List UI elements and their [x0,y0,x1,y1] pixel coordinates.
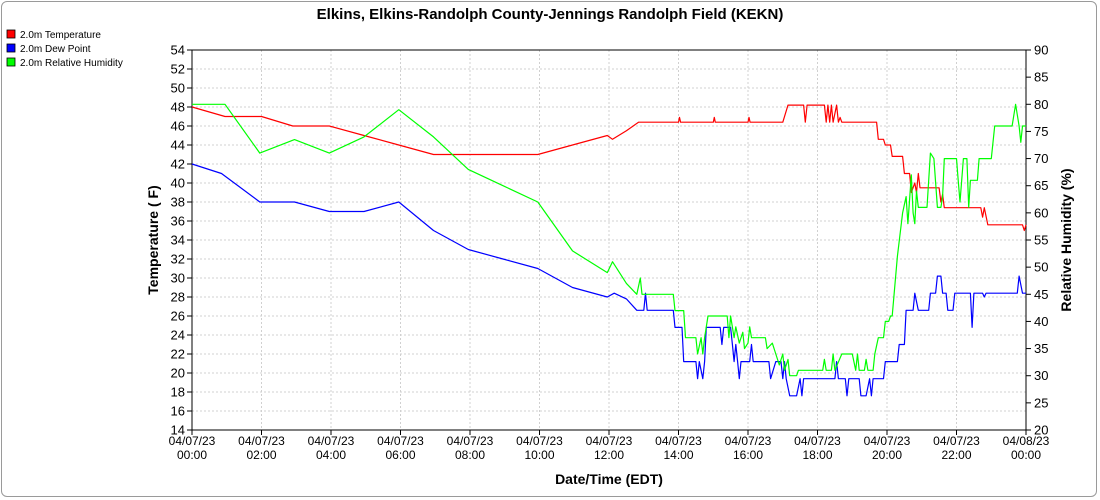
left-tick-label: 54 [171,43,185,58]
chart-title: Elkins, Elkins-Randolph County-Jennings … [317,6,784,23]
x-tick-date: 04/07/23 [447,434,494,448]
x-tick-date: 04/07/23 [586,434,633,448]
grid-lines [191,49,1027,431]
series-layer [191,103,1027,397]
x-tick-time: 12:00 [594,448,624,462]
left-tick-label: 24 [171,328,185,343]
x-tick-time: 08:00 [455,448,485,462]
right-tick-label: 70 [1034,151,1048,166]
left-tick-label: 36 [171,214,185,229]
left-axis-ticks: 14 16 18 20 22 24 26 28 30 32 34 36 38 40 42 44 46 48 50 52… [171,43,192,438]
legend-label-2-0m-relative-humidity: 2.0m Relative Humidity [20,58,123,69]
left-tick-label: 34 [171,233,185,248]
left-tick-label: 38 [171,195,185,210]
left-tick-label: 52 [171,62,185,77]
x-tick-date: 04/07/23 [933,434,980,448]
left-tick-label: 48 [171,100,185,115]
right-tick-label: 50 [1034,260,1048,275]
left-tick-label: 14 [171,423,185,438]
left-tick-label: 46 [171,119,185,134]
right-tick-label: 45 [1034,287,1048,302]
right-tick-label: 75 [1034,124,1048,139]
left-tick-label: 44 [171,138,185,153]
x-tick-date: 04/07/23 [794,434,841,448]
x-tick-time: 04:00 [316,448,346,462]
right-tick-label: 65 [1034,178,1048,193]
x-tick-time: 20:00 [872,448,902,462]
x-tick-date: 04/07/23 [864,434,911,448]
right-tick-label: 80 [1034,97,1048,112]
legend: 2.0m Temperature 2.0m Dew Point 2.0m Relat… [6,29,123,69]
left-tick-label: 32 [171,252,185,267]
right-tick-label: 40 [1034,314,1048,329]
right-tick-label: 85 [1034,70,1048,85]
series-line-2-0m-temperature [191,104,1027,232]
x-tick-time: 10:00 [524,448,554,462]
x-tick-time: 16:00 [733,448,763,462]
left-tick-label: 18 [171,385,185,400]
y-axis-label: Temperature ( F) [145,185,161,294]
left-tick-label: 28 [171,290,185,305]
x-tick-time: 22:00 [941,448,971,462]
x-tick-date: 04/07/23 [655,434,702,448]
x-tick-date: 04/07/23 [169,434,216,448]
y2-axis-label: Relative Humidity (%) [1058,168,1074,311]
right-tick-label: 90 [1034,43,1048,58]
right-tick-label: 25 [1034,395,1048,410]
legend-swatch-2-0m-relative-humidity [6,57,16,67]
left-tick-label: 26 [171,309,185,324]
x-tick-date: 04/07/23 [725,434,772,448]
right-axis-ticks: 20 25 30 35 40 45 50 55 60 65 70 75 80 85 90 [1026,43,1048,438]
right-tick-label: 35 [1034,341,1048,356]
x-tick-time: 02:00 [246,448,276,462]
x-tick-date: 04/07/23 [238,434,285,448]
right-tick-label: 20 [1034,423,1048,438]
legend-label-2-0m-dew-point: 2.0m Dew Point [20,44,91,55]
left-tick-label: 50 [171,81,185,96]
left-tick-label: 22 [171,347,185,362]
left-tick-label: 40 [171,176,185,191]
left-tick-label: 16 [171,404,185,419]
series-line-2-0m-relative-humidity [192,103,1026,377]
left-tick-label: 20 [171,366,185,381]
left-tick-label: 42 [171,157,185,172]
right-tick-label: 30 [1034,368,1048,383]
x-tick-date: 04/08/23 [1003,434,1050,448]
legend-swatch-2-0m-dew-point [6,43,16,53]
left-tick-label: 30 [171,271,185,286]
x-tick-date: 04/07/23 [516,434,563,448]
x-tick-time: 18:00 [802,448,832,462]
x-axis-ticks: 04/07/2300:0004/07/2302:0004/07/2304:000… [169,430,1050,462]
right-tick-label: 60 [1034,205,1048,220]
x-tick-time: 06:00 [385,448,415,462]
x-tick-time: 14:00 [663,448,693,462]
series-line-2-0m-dew-point [191,163,1026,397]
x-tick-time: 00:00 [1011,448,1041,462]
x-tick-time: 00:00 [177,448,207,462]
x-tick-date: 04/07/23 [308,434,355,448]
right-tick-label: 55 [1034,233,1048,248]
x-tick-date: 04/07/23 [377,434,424,448]
x-axis-label: Date/Time (EDT) [555,471,663,487]
legend-label-2-0m-temperature: 2.0m Temperature [20,30,101,41]
legend-swatch-2-0m-temperature [6,29,16,39]
